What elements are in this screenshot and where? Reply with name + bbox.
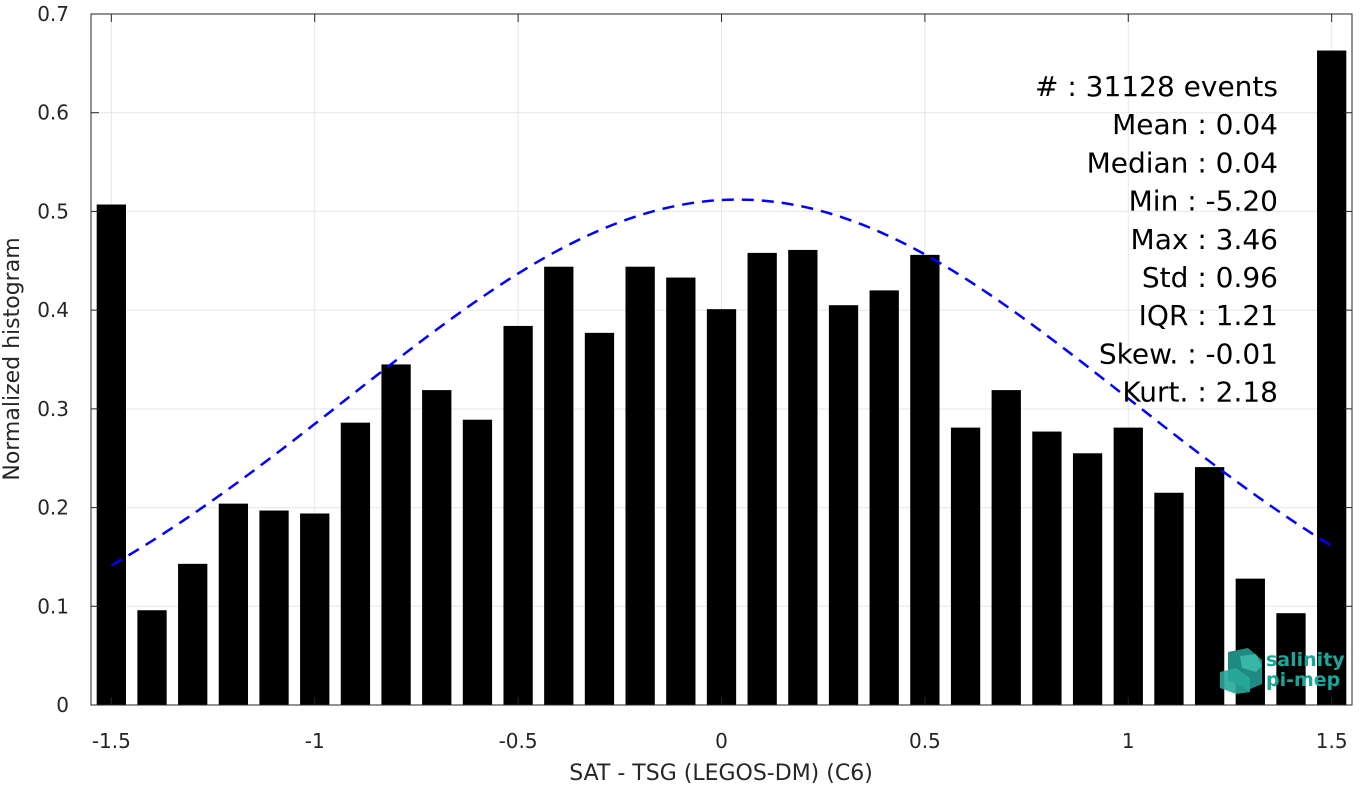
histogram-bar (503, 325, 533, 705)
histogram-bar (340, 422, 371, 705)
x-tick-label: -1 (305, 729, 325, 753)
y-tick-label: 0.4 (37, 298, 69, 322)
histogram-bar (950, 427, 981, 705)
histogram-bar (584, 332, 615, 705)
x-axis-label: SAT - TSG (LEGOS-DM) (C6) (569, 761, 873, 785)
y-tick-label: 0.7 (37, 2, 69, 26)
x-tick-label: -0.5 (499, 729, 538, 753)
stat-line: Kurt. : 2.18 (1122, 376, 1278, 409)
histogram-bar (462, 419, 493, 705)
histogram-bar (869, 290, 899, 705)
histogram-bar (137, 610, 167, 705)
stat-line: Mean : 0.04 (1112, 108, 1278, 141)
salinity-pi-mep-logo: salinity pi-mep (1220, 648, 1345, 694)
stat-line: Max : 3.46 (1131, 223, 1278, 256)
y-axis-label: Normalized histogram (0, 237, 25, 480)
histogram-bar (259, 510, 289, 705)
histogram-bar (1276, 613, 1306, 705)
axis-ticks: -1.5 -1 -0.5 0 0.5 1 1.5 0 0.1 0.2 0.3 0.4 0.5 0.6 0.7 (37, 2, 1352, 753)
x-tick-label: 1.5 (1316, 729, 1348, 753)
logo-text-line1: salinity (1266, 649, 1345, 671)
y-tick-label: 0.1 (37, 594, 69, 618)
bars (96, 50, 1347, 706)
histogram-bar (544, 266, 574, 705)
histogram-bar (910, 254, 940, 705)
histogram-bar (381, 364, 411, 705)
histogram-bar (218, 503, 249, 705)
stat-line: Min : -5.20 (1129, 185, 1278, 218)
y-tick-label: 0.3 (37, 397, 69, 421)
x-tick-label: -1.5 (92, 729, 131, 753)
stat-line: Std : 0.96 (1142, 261, 1278, 294)
histogram-bar (991, 390, 1021, 705)
x-tick-label: 0 (715, 729, 728, 753)
histogram-bar (828, 305, 859, 705)
stat-line: # : 31128 events (1035, 70, 1278, 103)
y-tick-label: 0.6 (37, 101, 69, 125)
logo-text-line2: pi-mep (1266, 669, 1340, 691)
x-tick-label: 0.5 (909, 729, 941, 753)
histogram-bar (1194, 467, 1225, 705)
histogram-bar (666, 277, 696, 705)
histogram-bar (1154, 492, 1184, 705)
histogram-bar (747, 252, 777, 706)
histogram-bar (1072, 453, 1103, 705)
histogram-bar (706, 309, 737, 705)
statistics-box: # : 31128 events Mean : 0.04 Median : 0.04… (1035, 70, 1278, 409)
histogram-bar (300, 513, 330, 705)
gaussian-fit-curve (110, 198, 1333, 567)
histogram-bar (1317, 50, 1347, 705)
histogram-bar (422, 390, 452, 705)
y-tick-label: 0 (56, 693, 69, 717)
y-tick-label: 0.2 (37, 496, 69, 520)
stat-line: IQR : 1.21 (1139, 299, 1278, 332)
histogram-bar (788, 249, 818, 706)
stat-line: Median : 0.04 (1087, 146, 1278, 179)
histogram-bar (625, 266, 655, 705)
histogram-bar (1113, 427, 1143, 705)
stat-line: Skew. : -0.01 (1099, 337, 1278, 370)
y-tick-label: 0.5 (37, 199, 69, 223)
histogram-bar (96, 204, 126, 706)
histogram-bar (178, 563, 208, 705)
logo-cube-icon (1220, 648, 1262, 694)
x-tick-label: 1 (1122, 729, 1135, 753)
histogram-bar (1032, 431, 1062, 705)
